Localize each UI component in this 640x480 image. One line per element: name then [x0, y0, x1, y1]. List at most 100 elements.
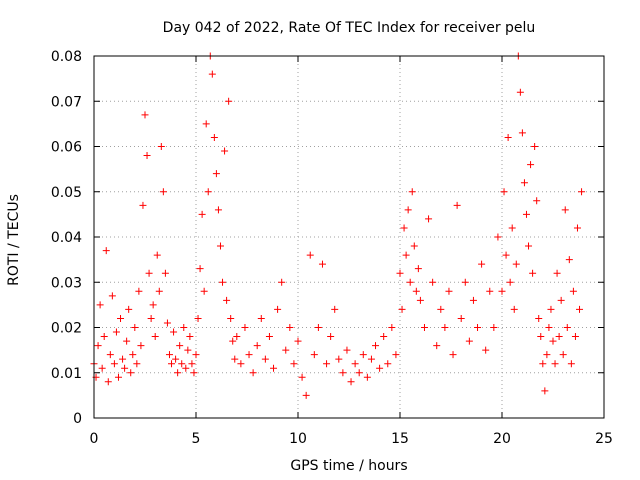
- data-point: [520, 179, 528, 187]
- data-point: [229, 337, 237, 345]
- data-point: [306, 251, 314, 259]
- data-point: [314, 324, 322, 331]
- x-axis-label: GPS time / hours: [290, 458, 407, 474]
- data-point: [563, 324, 571, 331]
- data-point: [506, 278, 514, 286]
- data-point: [102, 247, 110, 255]
- axis-ticks: 0 5 10 15 20 25 0 0.01 0.02 0.03 0.04 0.05 0.06 0.07 0…: [51, 49, 613, 447]
- data-point: [516, 88, 524, 96]
- data-point: [176, 342, 184, 350]
- data-point: [174, 369, 182, 377]
- data-point: [571, 333, 579, 341]
- data-point: [172, 355, 180, 363]
- chart-title: Day 042 of 2022, Rate Of TEC Index for r…: [163, 20, 536, 36]
- data-point: [541, 387, 549, 395]
- data-point: [249, 369, 257, 377]
- data-point: [576, 305, 584, 313]
- data-point: [253, 342, 261, 350]
- data-point: [482, 346, 490, 354]
- data-point: [184, 346, 192, 354]
- data-point: [559, 351, 567, 359]
- data-point: [404, 206, 412, 214]
- data-point: [121, 364, 129, 372]
- data-point: [551, 360, 559, 368]
- data-point: [129, 351, 137, 359]
- data-point: [420, 324, 428, 331]
- data-point: [504, 133, 512, 141]
- data-point: [227, 314, 235, 322]
- data-point: [406, 278, 414, 286]
- data-point: [388, 324, 396, 331]
- data-point: [149, 301, 157, 309]
- data-point: [457, 314, 465, 322]
- data-point: [100, 333, 108, 341]
- data-point: [533, 197, 541, 205]
- data-point: [233, 333, 241, 341]
- data-point: [412, 287, 420, 295]
- data-point: [168, 360, 176, 368]
- data-point: [441, 324, 449, 331]
- data-point: [125, 305, 133, 313]
- data-point: [396, 269, 404, 277]
- x-tick-label: 10: [289, 431, 307, 447]
- data-point: [214, 206, 222, 214]
- data-point: [225, 97, 233, 105]
- data-point: [245, 351, 253, 359]
- data-point: [449, 351, 457, 359]
- data-point: [153, 251, 161, 259]
- data-point: [298, 373, 306, 381]
- data-point: [202, 120, 210, 128]
- y-tick-label: 0.07: [51, 94, 82, 110]
- data-point: [549, 337, 557, 345]
- data-point: [282, 346, 290, 354]
- y-axis-label: ROTI / TECUs: [6, 194, 22, 286]
- data-point: [445, 287, 453, 295]
- data-point: [190, 369, 198, 377]
- data-point: [363, 373, 371, 381]
- data-point: [512, 260, 520, 268]
- data-point: [339, 369, 347, 377]
- data-point: [429, 278, 437, 286]
- data-point: [500, 188, 508, 196]
- data-point: [196, 265, 204, 273]
- data-point: [402, 251, 410, 259]
- data-point: [410, 242, 418, 250]
- data-point: [98, 364, 106, 372]
- y-tick-label: 0.03: [51, 275, 82, 291]
- data-point: [359, 351, 367, 359]
- data-point: [347, 378, 355, 386]
- data-point: [384, 360, 392, 368]
- data-point: [261, 355, 269, 363]
- data-point: [294, 337, 302, 345]
- data-point: [141, 111, 149, 119]
- data-point: [465, 337, 473, 345]
- x-tick-label: 0: [90, 431, 99, 447]
- data-point: [437, 305, 445, 313]
- data-point: [119, 355, 127, 363]
- data-point: [531, 143, 539, 150]
- data-point: [469, 296, 477, 304]
- data-point: [351, 360, 359, 368]
- data-point: [108, 292, 116, 300]
- data-point: [219, 278, 227, 286]
- data-point: [398, 305, 406, 313]
- data-point: [117, 314, 125, 322]
- data-point: [208, 70, 216, 78]
- data-point: [327, 333, 335, 341]
- data-point: [553, 269, 561, 277]
- data-point: [323, 360, 331, 368]
- data-point: [96, 301, 104, 309]
- data-point: [216, 242, 224, 250]
- data-point: [527, 161, 535, 169]
- data-point: [194, 314, 202, 322]
- data-point: [565, 256, 573, 264]
- y-tick-label: 0.06: [51, 140, 82, 156]
- data-point: [518, 129, 526, 137]
- data-point: [543, 351, 551, 359]
- data-point: [106, 351, 114, 359]
- data-point: [310, 351, 318, 359]
- data-point: [159, 188, 167, 196]
- data-point: [133, 360, 141, 368]
- data-point: [178, 360, 186, 368]
- data-point: [163, 319, 171, 327]
